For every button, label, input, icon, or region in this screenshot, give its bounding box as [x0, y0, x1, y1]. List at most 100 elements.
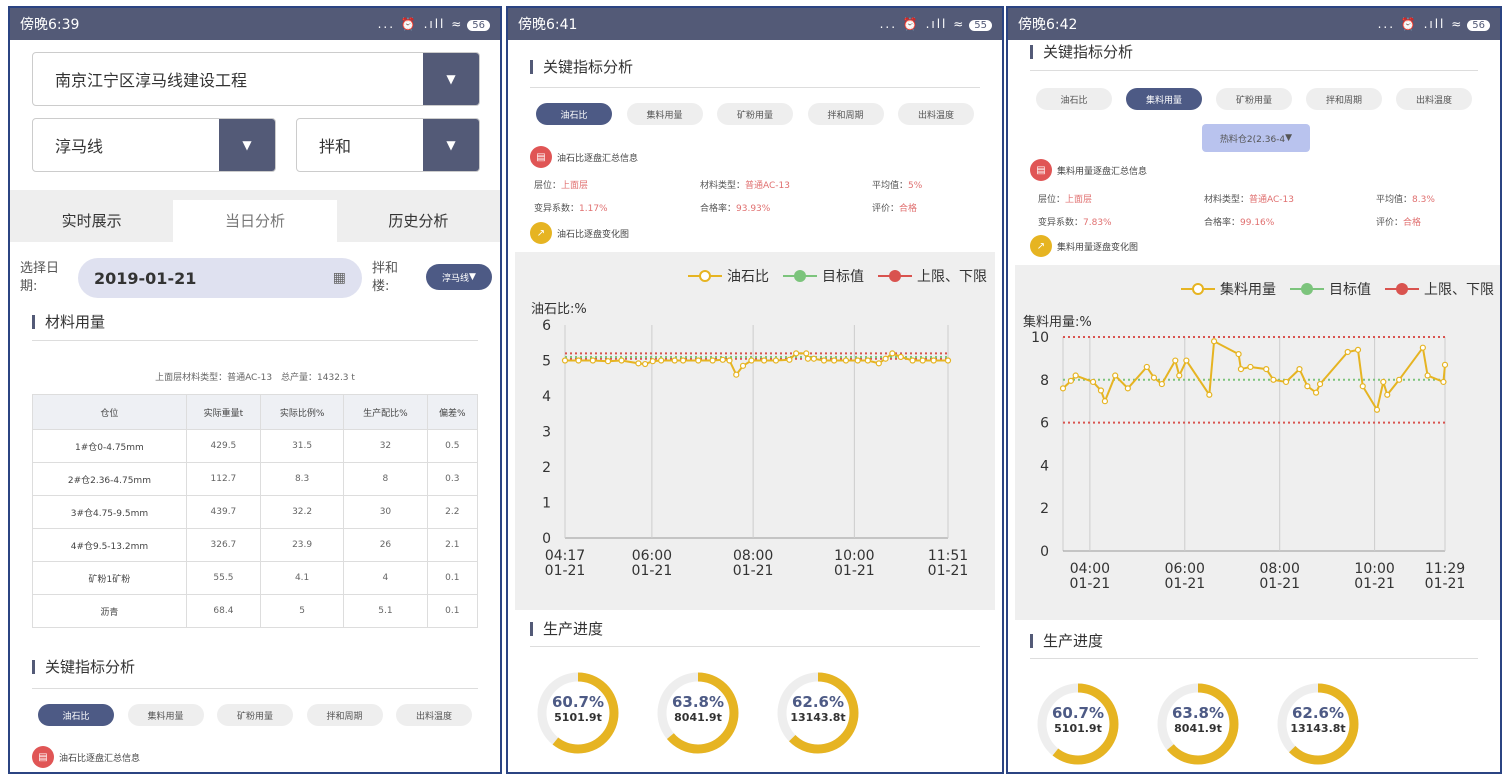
table-cell: 439.7: [185, 495, 261, 529]
data-point: [1059, 385, 1067, 392]
donut-text: 62.6% 13143.8t: [776, 693, 860, 724]
caret-down-icon: ▼: [469, 272, 476, 282]
info-key: 合格率：: [1204, 218, 1241, 228]
kpi-pill[interactable]: 集料用量: [127, 704, 204, 726]
table-row: 4#仓9.5-13.2mm 326.7 23.9 26 2.1: [32, 528, 479, 562]
info-key: 变异系数：: [534, 204, 580, 214]
type-select[interactable]: 拌和 ▼: [296, 118, 480, 172]
tab-daily[interactable]: 当日分析: [173, 200, 337, 242]
tab-history[interactable]: 历史分析: [388, 212, 449, 230]
kpi-pill[interactable]: 油石比: [38, 704, 114, 726]
legend-item[interactable]: 上限、下限: [878, 266, 987, 286]
data-point: [1263, 365, 1270, 373]
info-item: 层位：上面层: [534, 178, 700, 191]
screen-2: 傍晚6:41 ... ⏰ .ıll ≈55 关键指标分析 油石比 集料用量 矿粉用量…: [506, 6, 1004, 774]
data-point: [1067, 377, 1075, 384]
data-point: [1089, 378, 1097, 386]
status-bar: 傍晚6:42 ... ⏰ .ıll ≈56: [1008, 8, 1500, 40]
kpi-pill[interactable]: 出料温度: [396, 704, 472, 726]
progress-donut: 60.7% 5101.9t: [1036, 682, 1120, 766]
table-body: 1#仓0-4.75mm 429.5 31.5 32 0.5 2#仓2.36-4.75mm 1…: [32, 429, 479, 628]
kpi-pill[interactable]: 油石比: [1036, 88, 1112, 110]
tab-realtime[interactable]: 实时展示: [61, 212, 122, 230]
table-cell: 2.2: [426, 495, 479, 529]
data-point: [1150, 374, 1158, 381]
kpi-title: 关键指标分析: [543, 58, 634, 76]
legend-swatch-icon: [878, 270, 912, 282]
legend-label: 目标值: [822, 269, 864, 285]
project-select[interactable]: 南京江宁区淳马线建设工程 ▼: [32, 52, 480, 106]
x-tick-date: 01-21: [834, 563, 875, 579]
progress-donut: 62.6% 13143.8t: [776, 671, 860, 755]
legend-swatch-icon: [688, 270, 722, 282]
progress-title: 生产进度: [1043, 632, 1104, 650]
donut-text: 62.6% 13143.8t: [1276, 704, 1360, 735]
legend-item[interactable]: 集料用量: [1181, 279, 1276, 299]
chart-area: 油石比 目标值 上限、下限 油石比:% 0 1 2 3 4 5 6 04:17 01-21 06:00…: [515, 252, 995, 610]
data-point: [589, 357, 596, 364]
kpi-pill[interactable]: 拌和周期: [306, 704, 383, 726]
info-key: 平均值：: [1376, 195, 1413, 205]
data-point: [1237, 365, 1245, 373]
kpi-title: 关键指标分析: [45, 658, 136, 676]
donut-percent: 63.8%: [1171, 704, 1225, 722]
data-point: [709, 357, 716, 364]
x-tick-date: 01-21: [928, 563, 969, 579]
status-icons: ... ⏰ .ıll ≈: [1377, 17, 1464, 31]
kpi-pill[interactable]: 拌和周期: [1306, 88, 1382, 110]
y-tick-label: 0: [1040, 544, 1049, 560]
info-item: 变异系数：1.17%: [534, 201, 700, 214]
kpi-pill[interactable]: 集料用量: [1126, 88, 1202, 110]
kpi-pills: 油石比 集料用量 矿粉用量 拌和周期 出料温度: [38, 704, 472, 726]
legend-item[interactable]: 油石比: [688, 266, 769, 286]
date-input[interactable]: 2019-01-21 ▦: [78, 258, 362, 298]
legend-item[interactable]: 目标值: [783, 266, 864, 286]
info-value: 93.93%: [736, 204, 771, 214]
kpi-pill[interactable]: 矿粉用量: [717, 103, 793, 125]
divider: [530, 646, 980, 647]
progress-donut: 60.7% 5101.9t: [536, 671, 620, 755]
divider: [32, 340, 478, 341]
progress-title: 生产进度: [543, 620, 604, 638]
table-cell: 30: [343, 495, 428, 529]
bin-select[interactable]: 热料仓2(2.36-4 ▼: [1202, 124, 1310, 152]
data-point: [604, 358, 612, 365]
plant-select[interactable]: 淳马线 ▼: [426, 264, 492, 290]
document-icon: ▤: [530, 146, 552, 168]
kpi-pill[interactable]: 油石比: [536, 103, 612, 125]
table-cell: 矿粉1矿粉: [32, 561, 187, 595]
screen-1: 傍晚6:39 ... ⏰ .ıll ≈56 南京江宁区淳马线建设工程 ▼ 淳马线…: [8, 6, 502, 774]
caret-down-icon: ▼: [219, 119, 275, 171]
info-key: 合格率：: [700, 204, 737, 214]
donut-text: 60.7% 5101.9t: [536, 693, 620, 724]
chart-plot: 012345604:1701-2106:0001-2108:0001-2110:…: [542, 318, 969, 579]
legend-item[interactable]: 上限、下限: [1385, 279, 1494, 299]
data-point: [1112, 372, 1119, 379]
kpi-pill[interactable]: 出料温度: [898, 103, 974, 125]
x-tick-date: 01-21: [545, 563, 586, 579]
caret-down-icon: ▼: [1285, 133, 1293, 143]
kpi-section-title: 关键指标分析: [32, 656, 135, 677]
y-tick-label: 2: [1040, 501, 1049, 517]
info-value: 合格: [899, 204, 918, 214]
legend-item[interactable]: 目标值: [1290, 279, 1371, 299]
table-cell: 26: [343, 528, 428, 562]
info-item: 平均值：8.3%: [1376, 192, 1476, 205]
kpi-pill[interactable]: 拌和周期: [807, 103, 884, 125]
legend-label: 油石比: [727, 269, 769, 285]
kpi-pill[interactable]: 矿粉用量: [217, 704, 293, 726]
line-select[interactable]: 淳马线 ▼: [32, 118, 276, 172]
y-tick-label: 4: [542, 389, 551, 405]
kpi-pill[interactable]: 集料用量: [626, 103, 703, 125]
kpi-pill[interactable]: 矿粉用量: [1216, 88, 1292, 110]
legend-label: 上限、下限: [1424, 282, 1494, 298]
data-point: [680, 357, 687, 364]
caret-down-icon: ▼: [423, 119, 479, 171]
donut-percent: 60.7%: [551, 693, 605, 711]
table-cell: 2#仓2.36-4.75mm: [32, 462, 187, 496]
table-cell: 4: [343, 561, 428, 595]
data-point: [1210, 338, 1218, 345]
data-point: [1380, 378, 1387, 386]
data-point: [882, 355, 889, 362]
kpi-pill[interactable]: 出料温度: [1396, 88, 1472, 110]
